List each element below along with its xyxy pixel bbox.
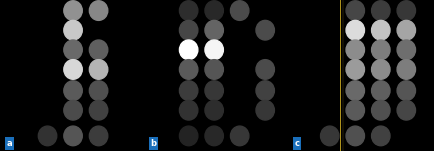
Circle shape [372, 81, 390, 100]
Circle shape [397, 81, 415, 100]
Circle shape [64, 1, 82, 20]
Circle shape [205, 100, 224, 120]
Text: b: b [150, 139, 156, 148]
Circle shape [179, 20, 198, 40]
Circle shape [179, 126, 198, 146]
Text: c: c [294, 139, 299, 148]
Circle shape [321, 126, 339, 146]
Circle shape [397, 40, 415, 60]
Circle shape [179, 100, 198, 120]
Circle shape [205, 81, 224, 100]
Circle shape [346, 81, 365, 100]
Circle shape [256, 20, 274, 40]
Circle shape [372, 40, 390, 60]
Circle shape [205, 1, 224, 20]
Circle shape [205, 126, 224, 146]
Circle shape [346, 60, 365, 79]
Circle shape [256, 81, 274, 100]
Circle shape [179, 1, 198, 20]
Circle shape [38, 126, 57, 146]
Circle shape [230, 126, 249, 146]
Circle shape [179, 81, 198, 100]
Circle shape [64, 81, 82, 100]
Circle shape [397, 1, 415, 20]
Circle shape [256, 100, 274, 120]
Circle shape [64, 60, 82, 79]
Circle shape [372, 20, 390, 40]
Circle shape [372, 100, 390, 120]
Circle shape [230, 1, 249, 20]
Circle shape [89, 40, 108, 60]
Circle shape [346, 40, 365, 60]
Circle shape [64, 100, 82, 120]
Circle shape [397, 100, 415, 120]
Circle shape [346, 1, 365, 20]
Circle shape [256, 60, 274, 79]
Circle shape [89, 60, 108, 79]
Circle shape [397, 20, 415, 40]
Circle shape [64, 40, 82, 60]
Circle shape [64, 126, 82, 146]
Circle shape [205, 40, 224, 60]
Circle shape [346, 100, 365, 120]
Circle shape [205, 60, 224, 79]
Circle shape [372, 1, 390, 20]
Circle shape [89, 100, 108, 120]
Circle shape [346, 126, 365, 146]
Circle shape [89, 126, 108, 146]
Circle shape [89, 81, 108, 100]
Circle shape [89, 1, 108, 20]
Circle shape [179, 60, 198, 79]
Circle shape [372, 126, 390, 146]
Circle shape [179, 40, 198, 60]
Text: a: a [7, 139, 12, 148]
Circle shape [372, 60, 390, 79]
Circle shape [346, 20, 365, 40]
Circle shape [397, 60, 415, 79]
Circle shape [64, 20, 82, 40]
Circle shape [205, 20, 224, 40]
